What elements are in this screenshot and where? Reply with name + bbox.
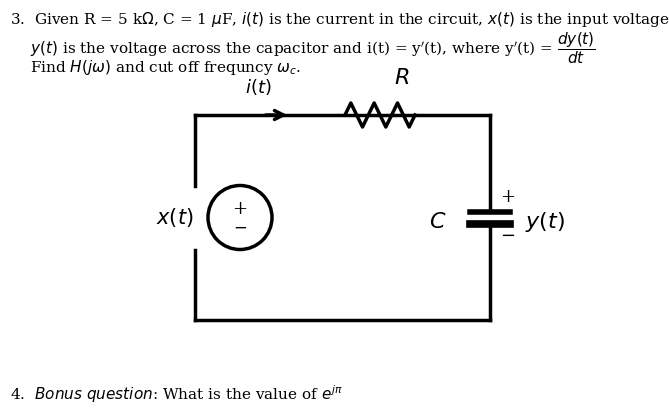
Text: $C$: $C$ [429,211,447,232]
Text: −: − [233,220,247,237]
Text: +: + [233,199,248,217]
Text: +: + [500,189,516,206]
Text: $i(t)$: $i(t)$ [245,77,271,97]
Text: $R$: $R$ [394,67,409,89]
Text: Find $H(j\omega)$ and cut off frequncy $\omega_c$.: Find $H(j\omega)$ and cut off frequncy $… [30,58,301,77]
Text: $x(t)$: $x(t)$ [156,206,194,229]
Text: −: − [500,227,516,245]
Text: 4.  $\it{Bonus\ question}$: What is the value of $e^{j\pi}$: 4. $\it{Bonus\ question}$: What is the v… [10,383,343,405]
Text: $y(t)$: $y(t)$ [525,209,565,234]
Text: 3.  Given R = 5 k$\Omega$, C = 1 $\mu$F, $i(t)$ is the current in the circuit, $: 3. Given R = 5 k$\Omega$, C = 1 $\mu$F, … [10,10,669,29]
Text: $y(t)$ is the voltage across the capacitor and i(t) = y$'$(t), where y$'$(t) = $: $y(t)$ is the voltage across the capacit… [30,30,596,66]
